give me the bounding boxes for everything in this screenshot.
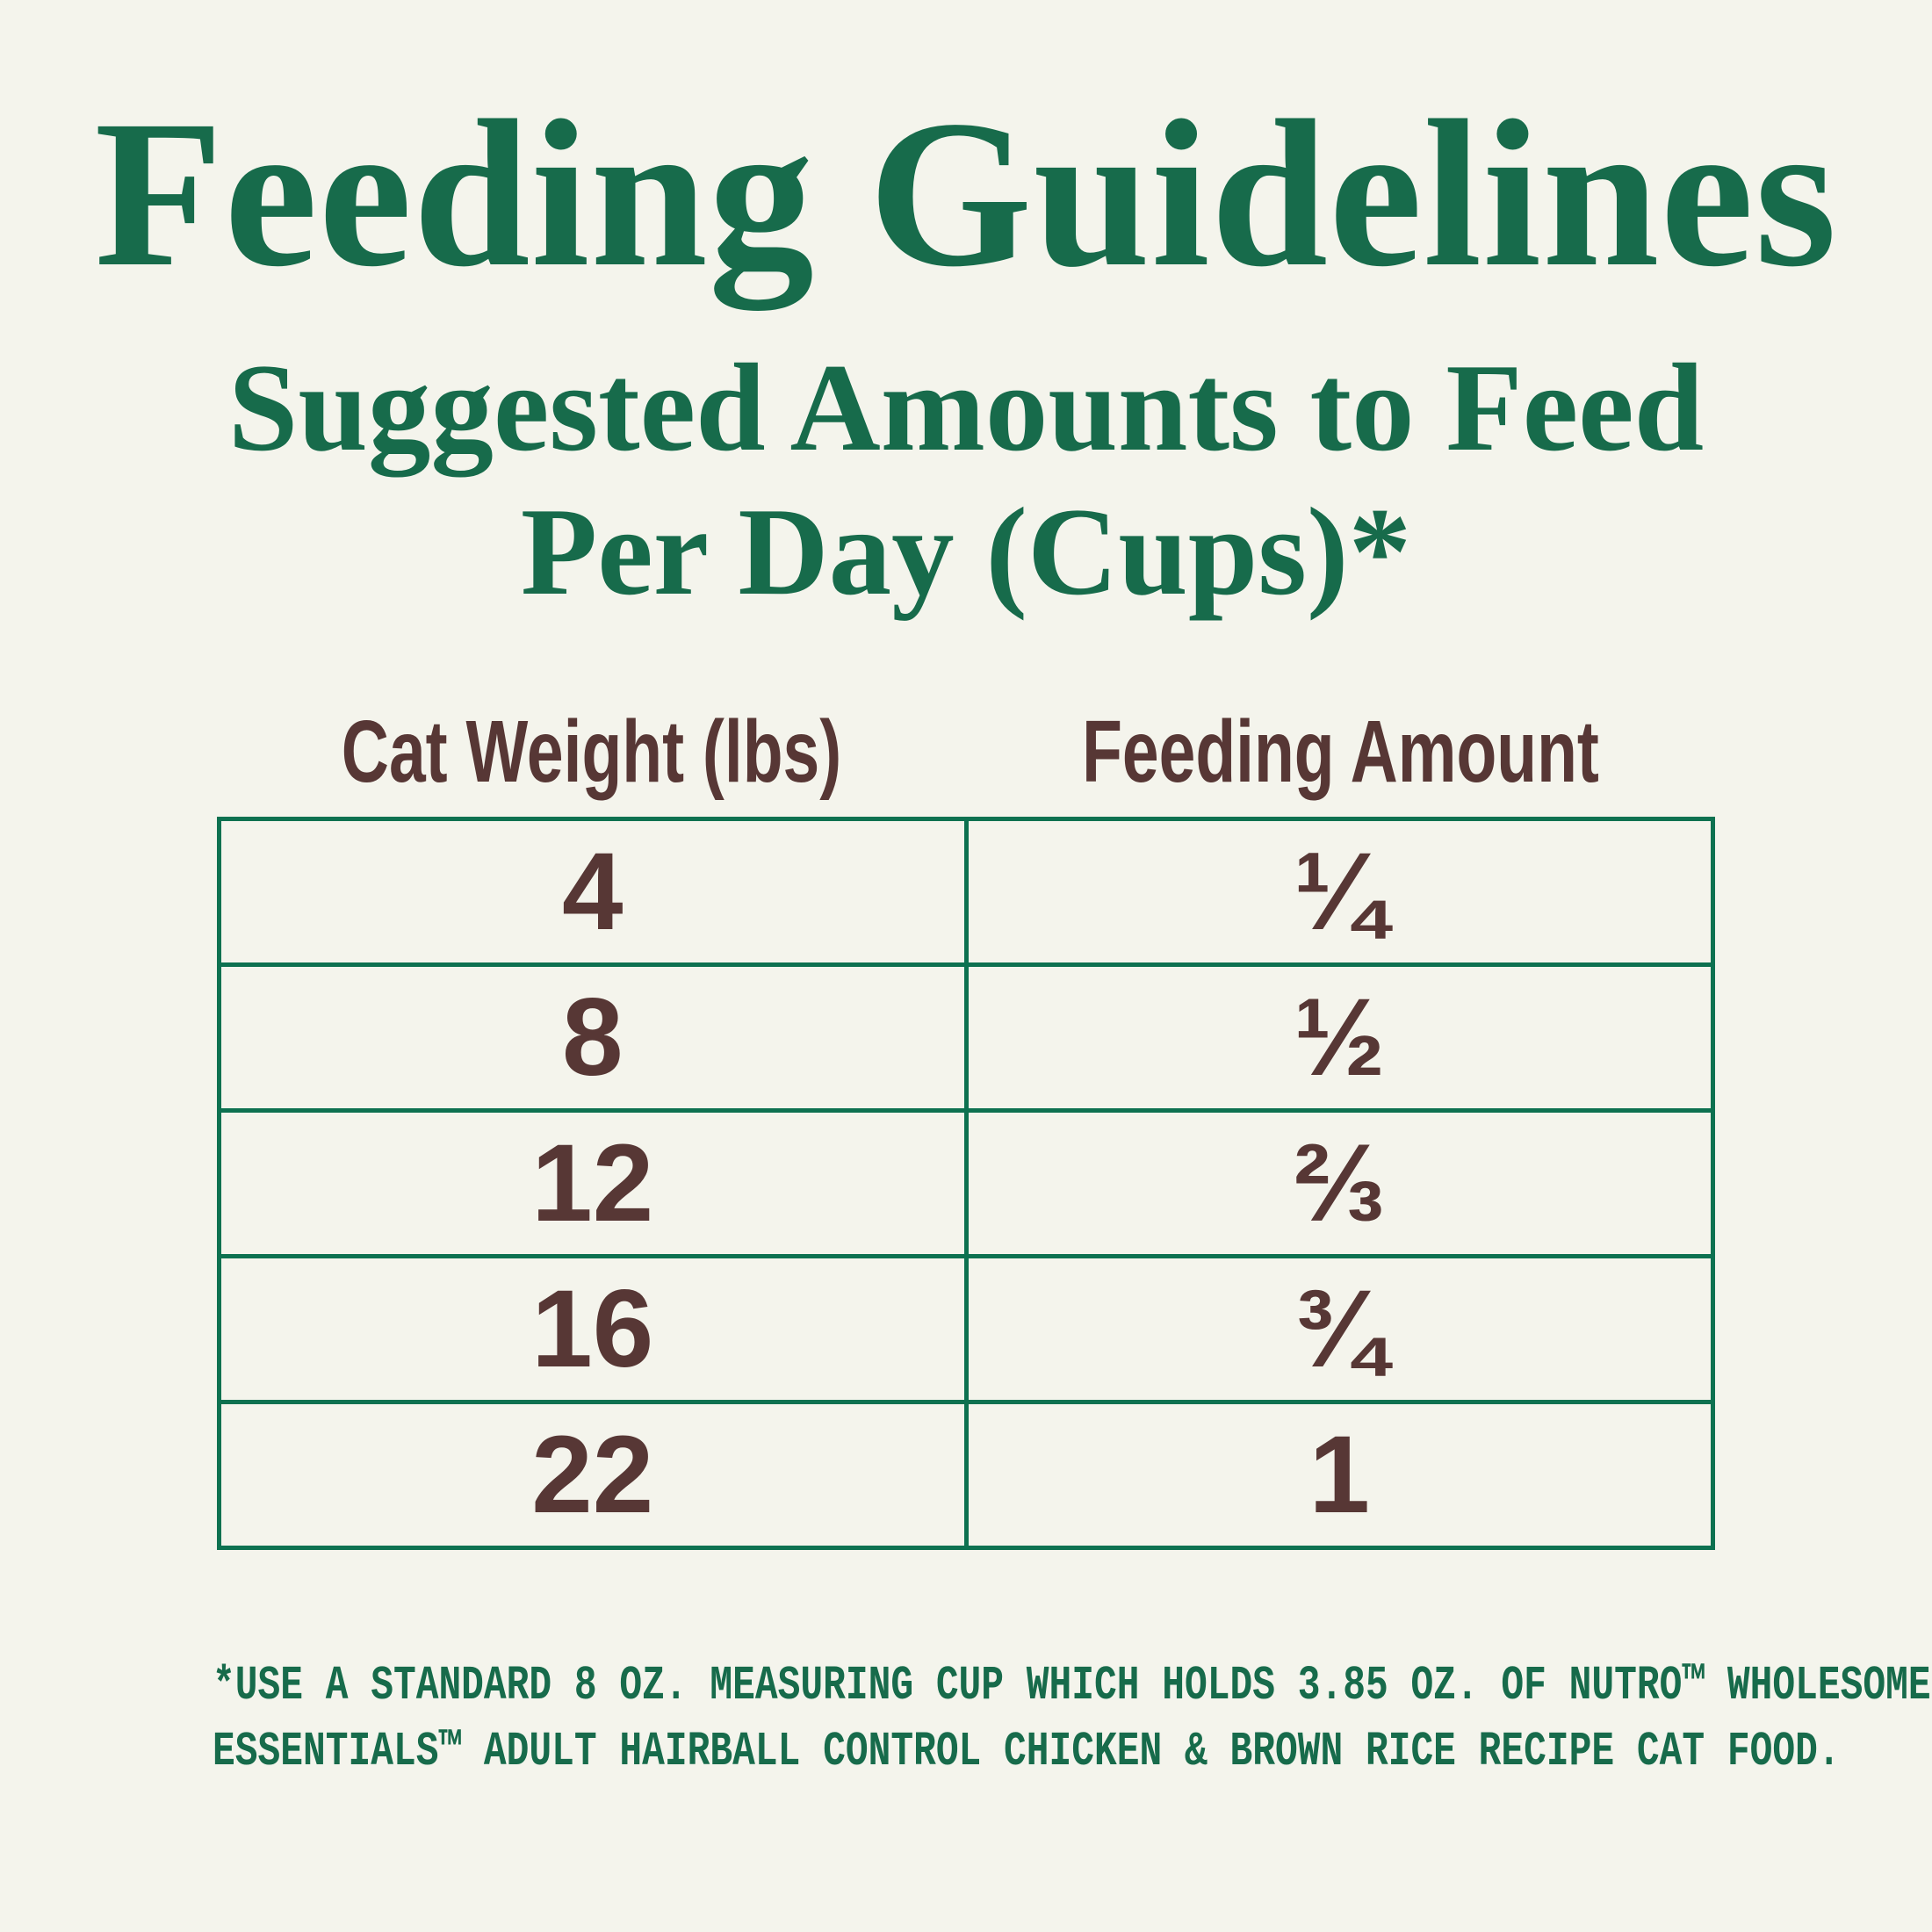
subtitle-line-1: Suggested Amounts to Feed — [227, 338, 1705, 477]
table-row: 16 ¾ — [217, 1253, 1715, 1404]
feeding-amount-value: 1 — [963, 1399, 1715, 1550]
table-row: 12 ⅔ — [217, 1107, 1715, 1258]
footnote-line-1: *USE A STANDARD 8 OZ. MEASURING CUP WHIC… — [213, 1657, 1931, 1713]
cat-weight-value: 12 — [217, 1107, 969, 1258]
cat-weight-value: 8 — [217, 962, 969, 1113]
subtitle: Suggested Amounts to Feed Per Day (Cups)… — [0, 335, 1932, 624]
feeding-table-body: 4 ¼ 8 ½ 12 ⅔ 16 ¾ 22 1 — [217, 816, 1715, 1550]
table-column-headers: Cat Weight (lbs) Feeding Amount — [217, 708, 1715, 796]
table-row: 8 ½ — [217, 962, 1715, 1113]
cat-weight-value: 16 — [217, 1253, 969, 1404]
feeding-amount-value: ⅔ — [963, 1107, 1715, 1258]
feeding-amount-value: ¾ — [963, 1253, 1715, 1404]
page-title: Feeding Guidelines — [94, 76, 1838, 310]
feeding-amount-value: ½ — [963, 962, 1715, 1113]
table-row: 4 ¼ — [217, 816, 1715, 967]
feeding-amount-value: ¼ — [963, 816, 1715, 967]
feeding-table: 4 ¼ 8 ½ 12 ⅔ 16 ¾ 22 1 — [217, 816, 1715, 1550]
cat-weight-value: 22 — [217, 1399, 969, 1550]
subtitle-line-2: Per Day (Cups)* — [520, 482, 1412, 622]
column-header-feeding-amount: Feeding Amount — [1082, 702, 1599, 801]
column-header-cat-weight: Cat Weight (lbs) — [341, 702, 842, 801]
table-row: 22 1 — [217, 1399, 1715, 1550]
footnote-line-2: ESSENTIALS™ ADULT HAIRBALL CONTROL CHICK… — [213, 1723, 1841, 1779]
footnote: *USE A STANDARD 8 OZ. MEASURING CUP WHIC… — [0, 1654, 1932, 1785]
cat-weight-value: 4 — [217, 816, 969, 967]
